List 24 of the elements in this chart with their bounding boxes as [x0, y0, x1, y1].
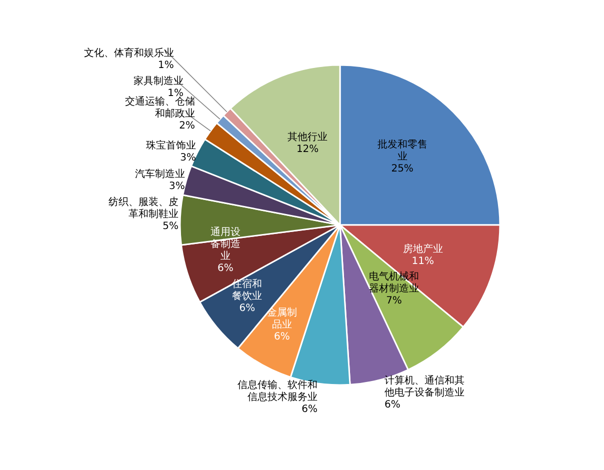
- slice-label: 文化、体育和娱乐业: [84, 46, 174, 59]
- data-label: 12%: [296, 144, 319, 156]
- slice-label: 珠宝首饰业: [146, 140, 196, 152]
- data-label: 25%: [391, 164, 414, 175]
- slice-label: 汽车制造业: [134, 168, 185, 180]
- slice-label: 家具制造业: [134, 75, 184, 88]
- slice-label: 计算机、通信和其他电子设备制造业: [384, 374, 465, 399]
- data-label: 6%: [274, 332, 290, 343]
- data-label: 11%: [412, 256, 434, 267]
- data-label: 7%: [386, 296, 402, 307]
- slice-label: 其他行业: [288, 131, 328, 144]
- slice-label: 信息传输、软件和信息技术服务业: [238, 378, 318, 403]
- slice-label: 纺织、服装、皮革和制鞋业: [108, 196, 179, 220]
- slice-label: 批发和零售业: [377, 138, 428, 163]
- data-label: 3%: [180, 152, 196, 164]
- data-label: 5%: [162, 220, 179, 232]
- data-label: 6%: [239, 302, 256, 314]
- data-label: 6%: [384, 400, 400, 411]
- slice-label: 房地产业: [402, 242, 443, 255]
- data-label: 6%: [302, 404, 318, 415]
- data-label: 1%: [158, 60, 174, 71]
- data-label: 6%: [218, 263, 234, 274]
- data-label: 3%: [168, 180, 185, 192]
- data-label: 2%: [179, 120, 196, 132]
